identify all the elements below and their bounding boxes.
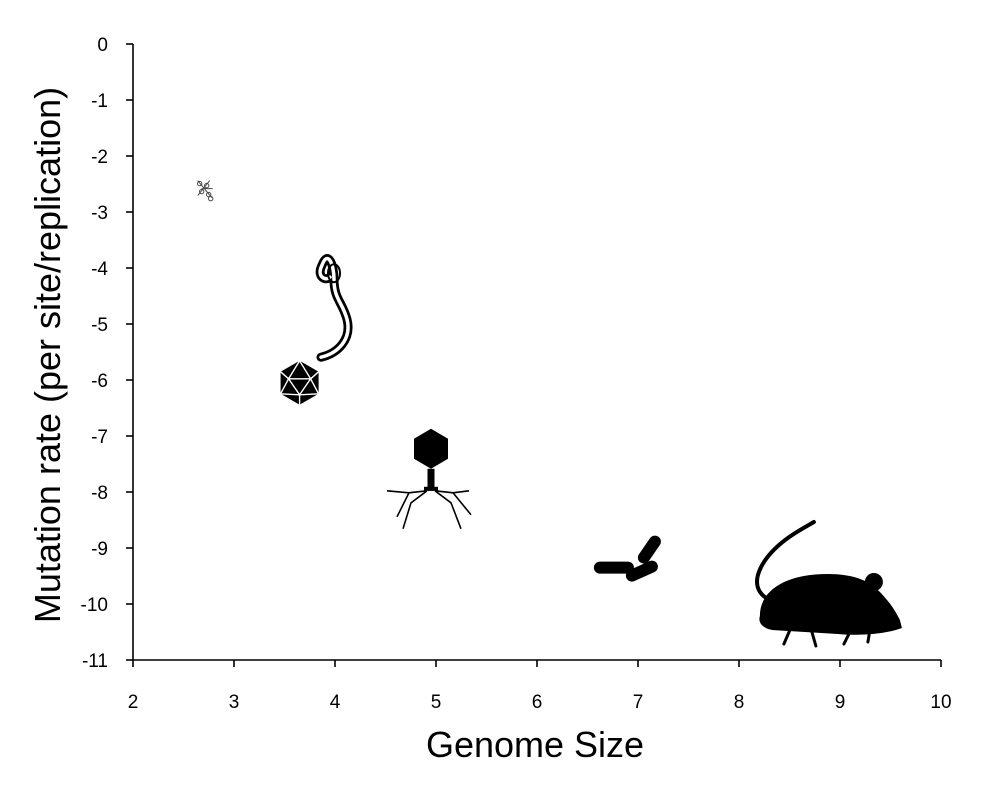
x-tick-label: 3 [229,692,240,713]
y-tick-label: -3 [91,203,108,224]
x-tick-label: 7 [633,692,644,713]
y-tick-label: 0 [97,35,108,56]
data-points [196,180,902,648]
y-tick-label: -9 [91,539,108,560]
y-tick-label: -8 [91,483,108,504]
x-tick-label: 8 [734,692,745,713]
x-axis-title: Genome Size [426,724,644,765]
y-axis-title: Mutation rate (per site/replication) [27,87,68,623]
y-tick-label: -6 [91,371,108,392]
x-tick-label: 6 [532,692,543,713]
y-tick-label: -1 [91,91,108,112]
y-tick-label: -10 [81,595,108,616]
y-tick-label: -5 [91,315,108,336]
y-tick-label: -2 [91,147,108,168]
bacteria-icon [593,535,661,582]
x-tick-label: 2 [128,692,139,713]
icosahedral-virus-icon [279,359,320,405]
axes [132,44,941,661]
bacteriophage-icon [386,428,472,530]
x-tick-label: 10 [930,692,951,713]
y-tick-label: -4 [91,259,108,280]
x-tick-label: 4 [330,692,341,713]
y-tick-label: -11 [82,651,108,672]
mouse-icon [755,520,902,648]
y-tick-label: -7 [91,427,108,448]
filovirus-icon [315,254,353,362]
x-tick-label: 5 [431,692,442,713]
ticks: 2 3 4 5 6 7 8 9 10 0 -1 -2 -3 -4 -5 -6 -7 -8 -9 -10 -11 [81,35,952,713]
viroid-icon [196,180,214,202]
x-tick-label: 9 [835,692,846,713]
